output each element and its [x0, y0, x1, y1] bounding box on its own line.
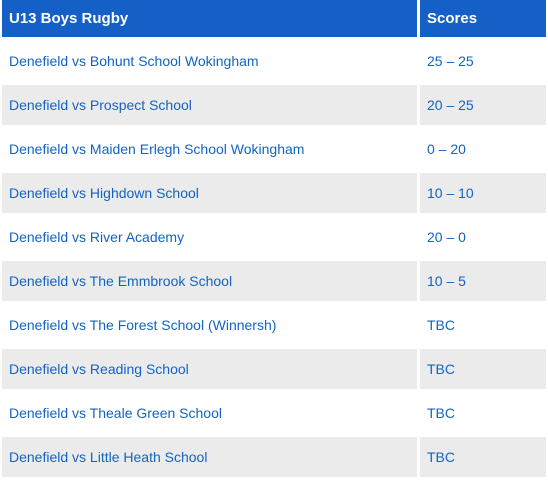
- match-cell: Denefield vs Highdown School: [2, 173, 420, 217]
- score-cell: TBC: [420, 437, 546, 481]
- column-header-match: U13 Boys Rugby: [2, 0, 420, 41]
- score-cell: TBC: [420, 393, 546, 437]
- table-header-row: U13 Boys Rugby Scores: [2, 0, 546, 41]
- table-row: Denefield vs Highdown School 10 – 10: [2, 173, 546, 217]
- score-cell: 20 – 25: [420, 85, 546, 129]
- column-header-score: Scores: [420, 0, 546, 41]
- score-cell: 0 – 20: [420, 129, 546, 173]
- match-cell: Denefield vs Reading School: [2, 349, 420, 393]
- score-cell: TBC: [420, 349, 546, 393]
- match-cell: Denefield vs Theale Green School: [2, 393, 420, 437]
- score-cell: 20 – 0: [420, 217, 546, 261]
- table-row: Denefield vs Bohunt School Wokingham 25 …: [2, 41, 546, 85]
- score-cell: 10 – 5: [420, 261, 546, 305]
- match-cell: Denefield vs Maiden Erlegh School Woking…: [2, 129, 420, 173]
- table-row: Denefield vs Little Heath School TBC: [2, 437, 546, 481]
- score-cell: 10 – 10: [420, 173, 546, 217]
- match-cell: Denefield vs Bohunt School Wokingham: [2, 41, 420, 85]
- match-cell: Denefield vs The Emmbrook School: [2, 261, 420, 305]
- match-cell: Denefield vs Little Heath School: [2, 437, 420, 481]
- score-cell: 25 – 25: [420, 41, 546, 85]
- table-row: Denefield vs The Emmbrook School 10 – 5: [2, 261, 546, 305]
- table-row: Denefield vs River Academy 20 – 0: [2, 217, 546, 261]
- table-row: Denefield vs Maiden Erlegh School Woking…: [2, 129, 546, 173]
- table-row: Denefield vs Prospect School 20 – 25: [2, 85, 546, 129]
- table-row: Denefield vs Reading School TBC: [2, 349, 546, 393]
- table-row: Denefield vs Theale Green School TBC: [2, 393, 546, 437]
- score-cell: TBC: [420, 305, 546, 349]
- match-cell: Denefield vs Prospect School: [2, 85, 420, 129]
- match-cell: Denefield vs The Forest School (Winnersh…: [2, 305, 420, 349]
- match-cell: Denefield vs River Academy: [2, 217, 420, 261]
- table-row: Denefield vs The Forest School (Winnersh…: [2, 305, 546, 349]
